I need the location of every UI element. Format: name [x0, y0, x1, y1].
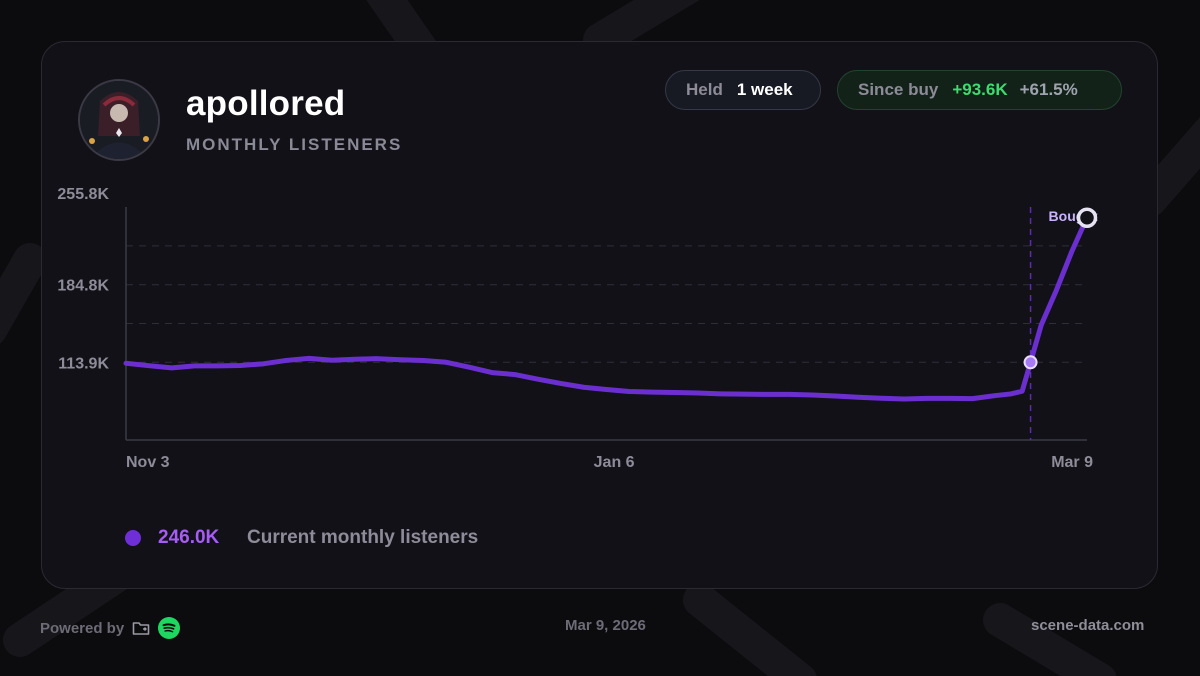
listeners-card	[41, 41, 1158, 589]
powered-by-label: Powered by	[40, 619, 125, 637]
x-tick-label: Jan 6	[594, 454, 635, 471]
current-point	[1076, 207, 1098, 228]
x-tick-label: Mar 9	[1051, 454, 1093, 471]
spotify-icon	[158, 617, 181, 639]
y-tick-label: 184.8K	[57, 278, 109, 295]
y-tick-label: 113.9K	[58, 355, 109, 372]
series-line-monthly-listeners	[123, 215, 1090, 402]
powered-by: Powered by	[40, 617, 181, 639]
held-label: Held	[686, 80, 723, 99]
since-buy-percent: +61.5%	[1019, 80, 1078, 99]
footer-date: Mar 9, 2026	[565, 617, 646, 634]
x-tick-label: Nov 3	[126, 454, 170, 471]
legend-label: Current monthly listeners	[247, 527, 479, 548]
artist-avatar	[78, 79, 160, 161]
footer-site: scene-data.com	[1031, 617, 1145, 634]
since-buy-badge: Since buy +93.6K +61.5%	[837, 70, 1122, 110]
held-badge: Held 1 week	[665, 70, 821, 110]
legend-dot	[125, 530, 141, 546]
held-value: 1 week	[736, 80, 793, 99]
folder-icon	[132, 622, 150, 635]
since-buy-label: Since buy	[858, 80, 939, 99]
since-buy-gain: +93.6K	[952, 80, 1008, 99]
chart-subtitle: MONTHLY LISTENERS	[186, 135, 403, 154]
buy-point	[1023, 355, 1038, 370]
y-tick-label: 255.8K	[57, 186, 109, 203]
legend-current-value: 246.0K	[158, 527, 220, 548]
avatar-image	[80, 81, 158, 159]
artist-name: apollored	[186, 84, 346, 123]
